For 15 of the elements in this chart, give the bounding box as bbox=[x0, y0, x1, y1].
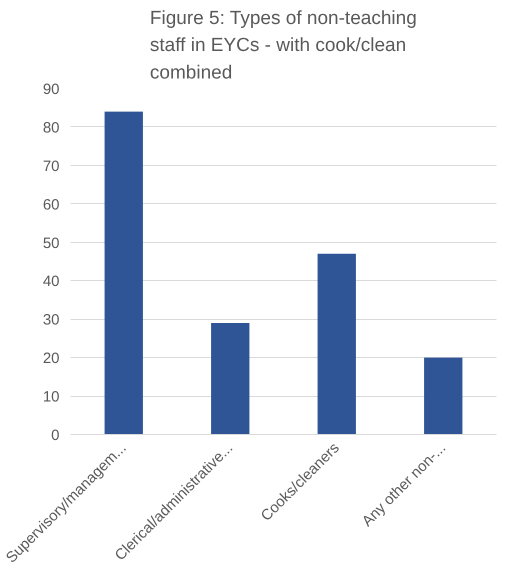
y-tick-label: 20 bbox=[42, 350, 60, 368]
y-tick-label: 10 bbox=[42, 388, 60, 406]
y-tick-label: 40 bbox=[42, 273, 60, 290]
bar bbox=[211, 323, 250, 434]
bar bbox=[318, 254, 356, 434]
y-tick-label: 50 bbox=[42, 234, 60, 252]
bar bbox=[104, 112, 143, 434]
chart-title: Figure 5: Types of non-teaching staff in EYCs - with cook/clean combined bbox=[150, 8, 417, 84]
y-tick-label: 0 bbox=[51, 427, 60, 444]
y-tick-label: 80 bbox=[42, 119, 60, 136]
y-tick-label: 30 bbox=[42, 312, 60, 329]
y-tick-label: 90 bbox=[42, 81, 60, 98]
y-tick-label: 60 bbox=[42, 196, 60, 214]
bar bbox=[424, 358, 462, 434]
y-tick-label: 70 bbox=[42, 158, 60, 175]
